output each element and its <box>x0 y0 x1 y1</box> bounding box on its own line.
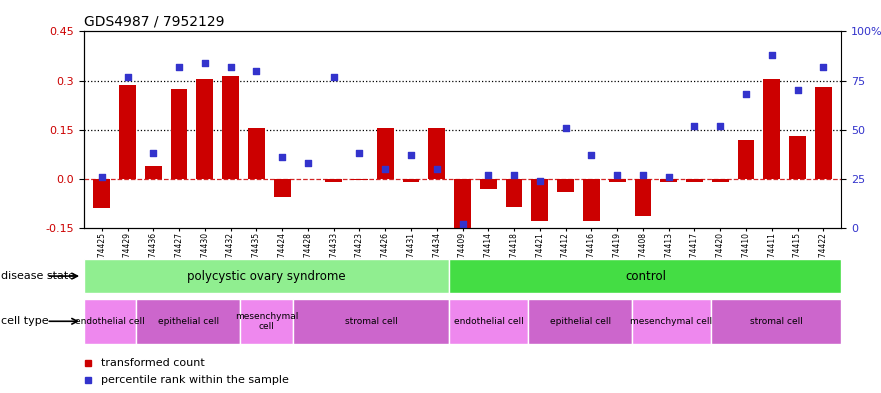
Bar <box>248 128 264 179</box>
Text: transformed count: transformed count <box>101 358 205 367</box>
Point <box>224 64 238 70</box>
Bar <box>558 179 574 192</box>
Text: percentile rank within the sample: percentile rank within the sample <box>101 375 289 384</box>
Bar <box>351 179 368 180</box>
Point <box>197 60 211 66</box>
Point <box>275 154 289 160</box>
Text: epithelial cell: epithelial cell <box>158 317 218 326</box>
Point <box>687 123 701 129</box>
Point <box>533 178 547 184</box>
Bar <box>222 75 239 179</box>
Bar <box>325 179 342 182</box>
Text: epithelial cell: epithelial cell <box>550 317 611 326</box>
Bar <box>136 299 241 344</box>
Bar <box>403 179 419 182</box>
Point <box>714 123 728 129</box>
Point <box>455 221 470 227</box>
Bar <box>686 179 703 182</box>
Text: GDS4987 / 7952129: GDS4987 / 7952129 <box>84 15 224 29</box>
Bar <box>634 179 651 217</box>
Bar <box>449 259 841 293</box>
Bar <box>292 299 449 344</box>
Bar <box>583 179 600 221</box>
Point <box>352 150 366 156</box>
Bar <box>449 299 528 344</box>
Bar <box>531 179 548 221</box>
Bar <box>712 179 729 182</box>
Bar <box>241 299 292 344</box>
Point <box>507 172 522 178</box>
Bar <box>377 128 394 179</box>
Bar <box>711 299 841 344</box>
Bar <box>764 79 781 179</box>
Bar <box>528 299 633 344</box>
Text: mesenchymal
cell: mesenchymal cell <box>235 312 299 331</box>
Point <box>121 73 135 80</box>
Point <box>249 68 263 74</box>
Point <box>636 172 650 178</box>
Bar <box>609 179 626 182</box>
Bar <box>144 166 161 179</box>
Bar <box>789 136 806 179</box>
Point <box>481 172 495 178</box>
Text: endothelial cell: endothelial cell <box>75 317 144 326</box>
Point <box>172 64 186 70</box>
Point <box>817 64 831 70</box>
Bar <box>454 179 471 233</box>
Text: endothelial cell: endothelial cell <box>454 317 523 326</box>
Point <box>403 152 418 158</box>
Point <box>790 87 804 94</box>
Bar <box>815 87 832 179</box>
Point <box>739 91 753 97</box>
Text: mesenchymal cell: mesenchymal cell <box>631 317 713 326</box>
Point <box>300 160 315 166</box>
Bar <box>428 128 445 179</box>
Point <box>765 52 779 58</box>
Point <box>430 166 444 172</box>
Bar <box>84 259 449 293</box>
Text: disease state: disease state <box>1 271 75 281</box>
Bar <box>84 299 136 344</box>
Bar <box>93 179 110 208</box>
Text: polycystic ovary syndrome: polycystic ovary syndrome <box>188 270 346 283</box>
Text: stromal cell: stromal cell <box>344 317 397 326</box>
Bar <box>274 179 291 197</box>
Text: control: control <box>625 270 666 283</box>
Bar <box>633 299 711 344</box>
Point <box>559 125 573 131</box>
Bar <box>196 79 213 179</box>
Point <box>378 166 392 172</box>
Bar <box>480 179 497 189</box>
Bar <box>119 86 136 179</box>
Point <box>611 172 625 178</box>
Point <box>327 73 341 80</box>
Point <box>146 150 160 156</box>
Point <box>662 174 676 180</box>
Point <box>94 174 108 180</box>
Point <box>584 152 598 158</box>
Text: stromal cell: stromal cell <box>750 317 803 326</box>
Bar <box>506 179 522 207</box>
Text: cell type: cell type <box>1 316 48 326</box>
Bar <box>171 89 188 179</box>
Bar <box>661 179 677 182</box>
Bar <box>737 140 754 179</box>
